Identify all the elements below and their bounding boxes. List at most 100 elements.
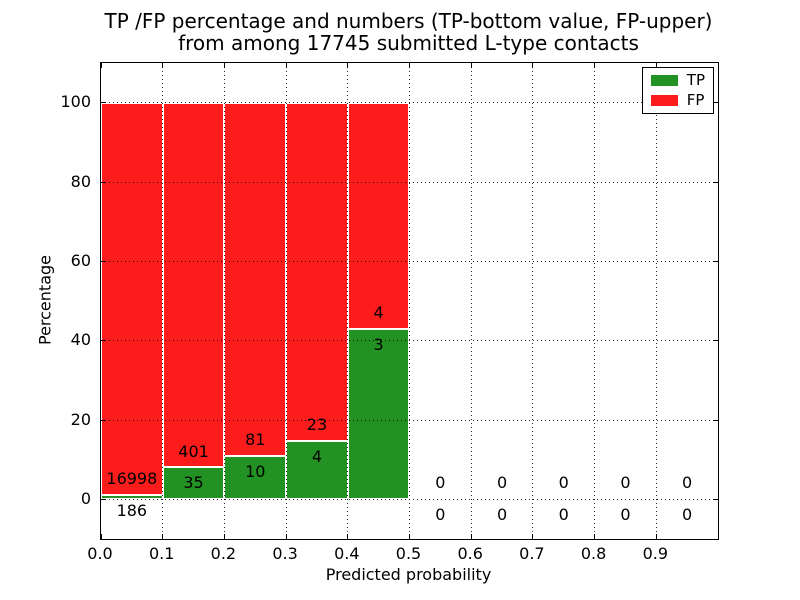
chart-title-line1: TP /FP percentage and numbers (TP-bottom… [104,9,713,33]
fp-count-label: 0 [558,473,569,493]
x-tick-label: 0.7 [519,544,545,563]
horizontal-gridline [101,419,718,421]
horizontal-gridline [101,102,718,104]
vertical-gridline [470,63,472,539]
horizontal-gridline [101,498,718,500]
y-tick-mark [101,498,106,500]
vertical-gridline [162,63,164,539]
x-tick-mark-top [470,63,472,68]
x-tick-mark [532,534,534,539]
x-tick-label: 0.2 [210,544,237,563]
y-tick-label: 0 [80,488,91,508]
tp-count-label: 0 [620,505,631,525]
tp-count-label: 0 [435,505,446,525]
fp-count-label: 81 [245,429,266,449]
tp-count-label: 186 [116,500,148,520]
bar-segment-tp [347,329,410,500]
x-tick-label: 0.6 [457,544,483,563]
tp-count-label: 3 [373,335,384,355]
fp-count-label: 0 [682,473,693,493]
y-tick-mark [101,102,106,104]
x-tick-mark-top [594,63,596,68]
y-tick-mark-right [713,419,718,421]
x-tick-mark [655,534,657,539]
x-tick-label: 0.0 [87,544,113,563]
horizontal-gridline [101,181,718,183]
fp-count-label: 4 [373,303,384,323]
y-tick-label: 40 [70,330,91,350]
tp-count-label: 0 [682,505,693,525]
x-tick-mark [470,534,472,539]
vertical-gridline [532,63,534,539]
x-tick-mark-top [655,63,657,68]
x-tick-mark [594,534,596,539]
y-tick-mark-right [713,102,718,104]
legend-swatch-tp [650,75,678,86]
tp-count-label: 4 [311,446,323,466]
x-tick-label: 0.5 [395,544,422,563]
tp-count-label: 10 [245,461,266,481]
x-tick-mark-top [532,63,534,68]
x-tick-mark [409,534,410,539]
vertical-gridline [285,63,287,539]
legend-entry-fp: FP [650,91,705,109]
x-tick-mark-top [409,63,410,68]
tp-count-label: 35 [183,473,204,493]
legend-label-fp: FP [686,91,705,109]
x-tick-label: 0.1 [148,544,175,563]
y-tick-mark [101,260,106,262]
y-tick-label: 60 [70,250,91,270]
x-tick-label: 0.8 [580,544,607,563]
plot-area: TP FP 16998 186 401 35 81 10 23 4 4 3 0 0 0 0 0 0 0 0 0 0 [100,62,719,540]
x-tick-mark [223,534,225,539]
bar-segment-fp [162,102,225,468]
x-tick-mark-top [100,63,102,68]
x-tick-mark [162,534,164,539]
fp-count-label: 0 [496,473,508,493]
vertical-gridline [655,63,657,539]
y-tick-mark-right [713,260,718,262]
x-tick-mark [285,534,287,539]
x-tick-label: 0.4 [334,544,360,563]
y-tick-mark [101,340,106,342]
fp-count-label: 401 [178,441,209,461]
vertical-gridline [347,63,349,539]
chart-title: TP /FP percentage and numbers (TP-bottom… [100,10,717,54]
legend: TP FP [641,67,714,114]
x-tick-mark [347,534,349,539]
vertical-gridline [409,63,410,539]
chart-title-line2: from among 17745 submitted L-type contac… [178,31,639,55]
x-tick-mark-top [162,63,164,68]
bar-segment-fp [224,102,287,456]
x-tick-label: 0.9 [642,544,669,563]
y-tick-mark-right [713,181,718,183]
y-tick-mark-right [713,340,718,342]
y-tick-mark [101,419,106,421]
legend-entry-tp: TP [650,71,705,89]
x-axis-label: Predicted probability [325,565,492,584]
x-tick-label: 0.3 [272,544,298,563]
vertical-gridline [223,63,225,539]
bar-segment-tp [286,440,348,500]
horizontal-gridline [101,260,718,262]
bar-segment-fp [286,102,348,441]
y-axis-label: Percentage [35,254,55,346]
fp-count-label: 0 [620,473,631,493]
y-tick-label: 100 [60,92,91,112]
y-tick-mark [101,181,106,183]
bar-segment-fp [347,102,410,330]
fp-count-label: 23 [306,414,328,434]
tp-count-label: 0 [558,505,569,525]
x-tick-mark-top [347,63,349,68]
legend-label-tp: TP [686,71,705,89]
bar-segment-fp [101,102,163,496]
y-tick-mark-right [713,498,718,500]
bar-segment-tp [162,467,225,500]
x-tick-mark [100,534,102,539]
x-tick-mark-top [223,63,225,68]
tp-count-label: 0 [496,505,508,525]
fp-count-label: 0 [435,473,446,493]
y-tick-label: 80 [70,171,91,191]
y-tick-label: 20 [70,409,91,429]
